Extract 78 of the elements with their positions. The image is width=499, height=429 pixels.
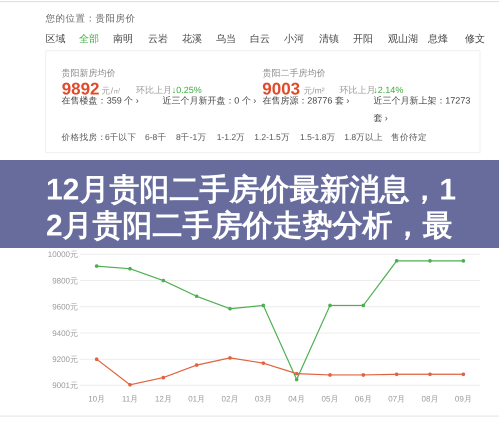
x-tick-label: 09月 — [454, 394, 472, 404]
y-tick-label: 9400元 — [52, 328, 78, 338]
text: 在售楼盘：359 个 › — [62, 96, 139, 106]
point — [394, 372, 398, 376]
point — [228, 356, 232, 360]
point — [128, 266, 132, 271]
text: 清镇 — [319, 32, 339, 45]
text: 云岩 — [148, 32, 168, 45]
text: 6-8千 — [145, 132, 166, 142]
point — [428, 372, 432, 376]
point — [194, 294, 198, 298]
text: 价格找房： — [60, 132, 107, 142]
point — [328, 304, 332, 308]
text: ↓2.14% — [373, 85, 404, 96]
point — [194, 363, 198, 367]
x-tick-label: 05月 — [322, 394, 338, 404]
point — [394, 259, 398, 263]
point — [262, 304, 266, 308]
text: 全部 — [79, 32, 99, 45]
x-tick-label: 07月 — [388, 394, 406, 404]
point — [228, 306, 232, 311]
point — [462, 259, 466, 263]
text: 环比上月 — [136, 85, 172, 96]
chart-title: 12月贵阳二手房价最新消息，12月贵阳二手房价走势分析，最 — [46, 172, 456, 242]
x-tick-label: 06月 — [354, 394, 372, 404]
point — [162, 376, 166, 380]
point — [294, 378, 298, 382]
point — [94, 357, 98, 362]
text: 花溪 — [182, 32, 202, 45]
text: 近三个月新上架：17273 套 › — [373, 96, 470, 123]
text: 售价待定 — [391, 132, 427, 142]
point — [328, 373, 332, 377]
point — [428, 259, 432, 263]
text: 近三个月新开盘：0 个 › — [162, 96, 256, 106]
text: 南明 — [113, 32, 133, 45]
text: 1.5-1.8万 — [300, 132, 336, 142]
text: 开阳 — [353, 34, 373, 45]
text: 元/m² — [303, 85, 325, 96]
point — [162, 278, 166, 282]
y-tick-label: 9001元 — [52, 381, 78, 390]
y-tick-label: 9200元 — [52, 355, 78, 364]
x-tick-label: 04月 — [288, 394, 306, 404]
text: 贵阳新房均价 — [62, 68, 116, 78]
point — [262, 361, 266, 365]
text: 息烽 — [427, 32, 448, 45]
text: 环比上月 — [339, 85, 376, 96]
point — [362, 373, 366, 377]
point — [294, 372, 298, 376]
text: 小河 — [284, 32, 304, 45]
text: 您的位置：贵阳房价 — [44, 12, 136, 25]
point — [128, 382, 132, 387]
text: 在售房源：28776 套 › — [262, 96, 350, 106]
text: ↓0.25% — [172, 85, 202, 96]
y-tick-label: 10000元 — [48, 250, 78, 260]
y-tick-label: 9800元 — [52, 276, 78, 286]
x-tick-label: 11月 — [122, 394, 138, 404]
text: 贵阳二手房均价 — [262, 68, 326, 78]
point — [94, 264, 98, 268]
text: 观山湖 — [388, 32, 418, 45]
text: 1.2-1.5万 — [254, 132, 290, 142]
x-tick-label: 01月 — [188, 394, 206, 404]
text: 元/㎡ — [102, 85, 122, 96]
text: 乌当 — [216, 32, 236, 45]
x-tick-label: 12月 — [154, 394, 172, 404]
point — [362, 304, 366, 308]
point — [462, 372, 466, 376]
x-tick-label: 08月 — [422, 394, 438, 404]
x-tick-label: 02月 — [222, 394, 238, 404]
x-tick-label: 10月 — [88, 394, 106, 404]
text: 6千以下 — [105, 132, 137, 142]
text: 1.8万以上 — [344, 132, 384, 142]
y-tick-label: 9600元 — [52, 302, 78, 312]
text: 8千-1万 — [176, 132, 206, 142]
text: 白云 — [250, 32, 270, 45]
x-tick-label: 03月 — [254, 394, 272, 404]
text: 区域 — [46, 32, 66, 45]
text: 修文 — [465, 32, 485, 45]
text: 1-1.2万 — [216, 132, 246, 142]
